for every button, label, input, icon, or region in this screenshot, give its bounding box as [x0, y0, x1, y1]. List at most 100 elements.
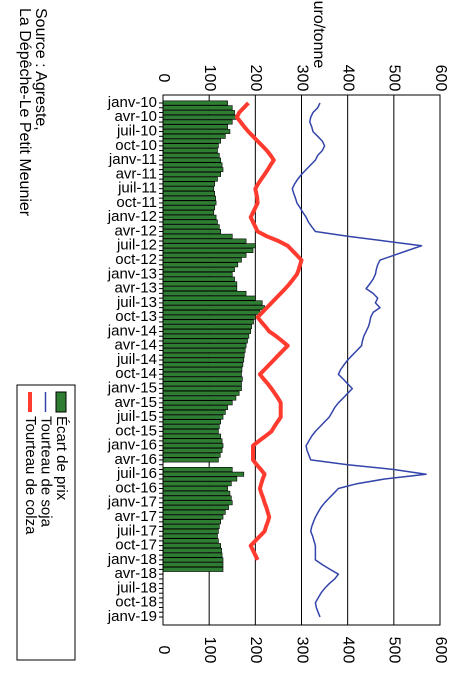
bar — [162, 262, 239, 268]
bar — [162, 352, 245, 358]
bar — [162, 476, 238, 482]
x-tick-label: janv-18 — [107, 551, 157, 568]
x-tick-label: avr-10 — [114, 108, 157, 125]
x-tick-label: janv-10 — [107, 94, 157, 111]
bar — [162, 481, 232, 487]
x-tick-label: avr-17 — [114, 508, 157, 525]
x-tick-label: janv-12 — [107, 208, 157, 225]
bar — [162, 238, 247, 244]
legend-label: Tourteau de colza — [22, 416, 39, 535]
bar — [162, 338, 248, 344]
y-axis-label: euro/tonne — [310, 0, 327, 68]
x-tick-label: oct-15 — [115, 422, 157, 439]
bar — [162, 490, 231, 496]
bar — [162, 309, 261, 315]
bar — [162, 248, 254, 253]
x-tick-label: juil-13 — [116, 294, 157, 311]
y-tick-label: 100 — [201, 637, 218, 664]
bar — [162, 229, 222, 234]
y-tick-label: 600 — [432, 65, 449, 92]
bar — [162, 257, 242, 263]
bar — [162, 395, 237, 401]
bar — [162, 447, 223, 453]
bar — [162, 486, 228, 491]
y-tick-label: 400 — [339, 637, 356, 664]
bar — [162, 171, 222, 177]
y-tick-label: 200 — [247, 65, 264, 92]
bar — [162, 467, 233, 472]
bar — [162, 124, 228, 130]
line — [291, 102, 427, 618]
bar — [162, 210, 215, 215]
bar — [162, 409, 226, 415]
bar — [162, 129, 231, 134]
bar — [162, 100, 228, 106]
bar — [162, 424, 220, 430]
bar — [162, 367, 243, 372]
y-tick-label: 400 — [339, 65, 356, 92]
y-tick-label: 600 — [432, 637, 449, 664]
x-tick-label: juil-12 — [116, 237, 157, 254]
x-tick-label: avr-11 — [116, 165, 157, 182]
x-tick-label: juil-14 — [116, 351, 157, 368]
bar — [162, 148, 218, 154]
bar — [162, 157, 222, 163]
x-tick-label: avr-18 — [114, 565, 157, 582]
bar — [162, 176, 218, 182]
bar — [162, 295, 256, 301]
bar — [162, 138, 222, 144]
bar — [162, 452, 221, 458]
bar — [162, 110, 235, 115]
x-tick-label: oct-14 — [115, 365, 157, 382]
x-tick-label: janv-13 — [107, 265, 157, 282]
bar — [162, 162, 223, 168]
bar — [162, 562, 224, 568]
bar — [162, 400, 233, 406]
bar — [162, 190, 216, 196]
x-tick-label: janv-11 — [108, 151, 157, 168]
x-tick-label: oct-10 — [115, 137, 157, 154]
bar — [162, 552, 223, 558]
bar — [162, 471, 245, 477]
bar — [162, 495, 232, 501]
x-tick-label: oct-12 — [115, 251, 157, 268]
legend-box — [16, 384, 76, 661]
bar — [162, 119, 233, 125]
bar — [162, 290, 247, 296]
bar — [162, 519, 222, 525]
bar — [162, 557, 224, 563]
bar — [162, 514, 224, 520]
y-tick-label: 300 — [293, 637, 310, 664]
bar — [162, 319, 254, 325]
bar — [162, 528, 219, 534]
bar — [162, 438, 223, 444]
bar — [162, 357, 245, 363]
x-tick-label: oct-18 — [115, 594, 157, 611]
x-tick-label: avr-15 — [114, 394, 157, 411]
bar — [162, 286, 238, 292]
x-tick-label: avr-16 — [114, 451, 157, 468]
bar — [162, 329, 252, 334]
bar — [162, 500, 233, 506]
bar — [162, 200, 217, 206]
bar — [162, 281, 238, 287]
bar — [162, 362, 244, 368]
bar — [162, 305, 265, 311]
rotated-chart: euro/tonne Source : Agreste, La Dépêche-… — [16, 0, 449, 663]
y-tick-label: 200 — [247, 637, 264, 664]
y-tick-label: 500 — [386, 65, 403, 92]
bar — [162, 343, 247, 349]
bar — [162, 538, 219, 544]
x-tick-label: oct-13 — [115, 308, 157, 325]
y-tick-label: 0 — [155, 646, 172, 655]
legend-label: Écart de prix — [53, 416, 70, 501]
bar — [162, 233, 233, 239]
bar — [162, 414, 224, 420]
bar — [162, 333, 250, 339]
y-tick-label: 0 — [155, 74, 172, 83]
bar — [162, 167, 224, 173]
x-tick-label: avr-13 — [114, 280, 157, 297]
bar — [162, 300, 263, 306]
bar — [162, 105, 233, 111]
